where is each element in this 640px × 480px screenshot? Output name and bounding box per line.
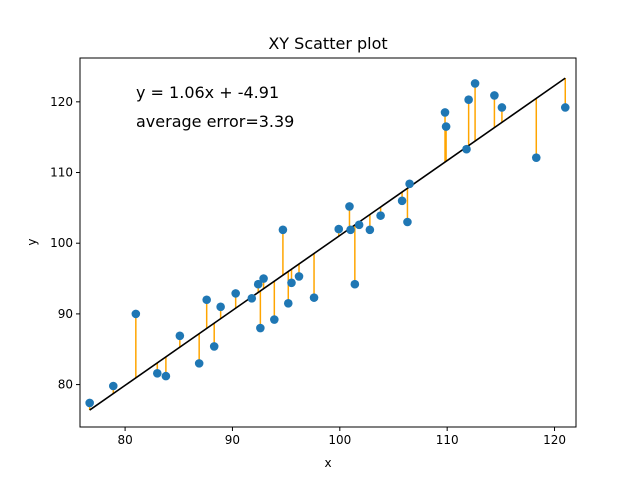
- x-tick-label: 90: [225, 433, 240, 447]
- x-tick-label: 110: [436, 433, 459, 447]
- data-point: [470, 79, 480, 88]
- y-axis-ticks: 80 90 100 110 120: [50, 95, 80, 392]
- data-point: [175, 331, 185, 341]
- y-axis-label: y: [25, 238, 39, 245]
- data-point: [209, 342, 219, 351]
- data-point: [397, 196, 407, 206]
- data-point: [376, 211, 385, 220]
- data-point: [531, 153, 541, 162]
- data-point: [560, 103, 570, 112]
- data-point: [334, 224, 344, 234]
- data-point: [108, 381, 118, 391]
- data-point: [202, 295, 211, 305]
- data-point: [85, 398, 94, 408]
- y-tick-label: 120: [50, 95, 73, 109]
- data-point: [350, 279, 360, 289]
- x-tick-label: 100: [328, 433, 351, 447]
- data-point: [259, 274, 268, 283]
- x-axis-ticks: 80 90 100 110 120: [117, 427, 566, 447]
- data-point: [354, 220, 364, 230]
- equation-annotation: y = 1.06x + -4.91: [136, 83, 279, 102]
- data-point: [247, 294, 257, 303]
- average-error-annotation: average error=3.39: [136, 112, 294, 131]
- data-point: [403, 217, 412, 227]
- chart-title: XY Scatter plot: [268, 34, 387, 53]
- data-point: [440, 108, 450, 117]
- data-point: [161, 371, 171, 381]
- data-point: [294, 272, 304, 281]
- data-point: [345, 202, 354, 211]
- data-point: [194, 359, 204, 368]
- data-point: [462, 144, 471, 154]
- y-tick-label: 90: [58, 307, 73, 321]
- data-point: [309, 293, 319, 302]
- data-point: [346, 225, 355, 235]
- data-point: [287, 278, 296, 288]
- data-point: [216, 302, 225, 312]
- data-point: [464, 95, 473, 105]
- data-point: [152, 368, 162, 378]
- fit-line-group: [89, 77, 566, 411]
- data-point: [131, 309, 141, 319]
- data-point: [256, 323, 265, 333]
- data-point: [231, 289, 240, 298]
- data-points: [85, 79, 570, 408]
- data-point: [278, 225, 288, 235]
- data-point: [270, 315, 279, 324]
- data-point: [365, 225, 375, 235]
- plot-frame: [79, 57, 577, 428]
- x-tick-label: 120: [543, 433, 566, 447]
- fit-line: [89, 77, 566, 411]
- data-point: [497, 103, 507, 112]
- data-point: [490, 91, 499, 100]
- y-tick-label: 100: [50, 236, 73, 250]
- data-point: [405, 179, 414, 189]
- x-axis-label: x: [324, 456, 331, 470]
- y-tick-label: 110: [50, 166, 73, 180]
- plot-area: [80, 58, 576, 427]
- data-point: [253, 279, 263, 289]
- data-point: [283, 298, 293, 308]
- data-point: [441, 122, 451, 131]
- x-tick-label: 80: [117, 433, 132, 447]
- y-tick-label: 80: [58, 378, 73, 392]
